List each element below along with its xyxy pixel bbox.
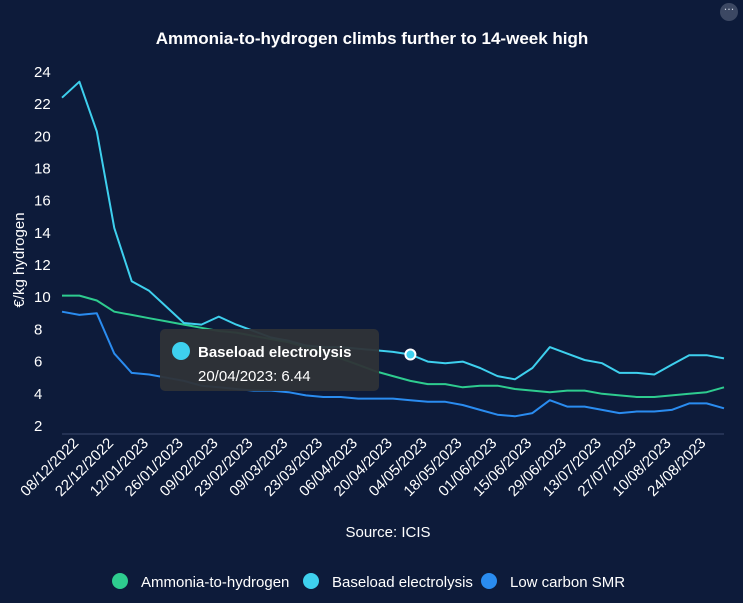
legend-marker[interactable]: [303, 573, 319, 589]
series-line: [62, 294, 725, 398]
legend-item-label[interactable]: Baseload electrolysis: [332, 574, 473, 591]
tooltip-box: [160, 329, 379, 391]
legend-marker[interactable]: [112, 573, 128, 589]
series-line: [61, 80, 725, 381]
y-tick-label: 4: [34, 386, 42, 403]
y-tick-label: 18: [34, 161, 51, 178]
y-tick-label: 24: [34, 64, 51, 81]
chart-title: Ammonia-to-hydrogen climbs further to 14…: [156, 29, 589, 48]
hovered-point[interactable]: [404, 348, 417, 361]
tooltip-series-name: Baseload electrolysis: [198, 344, 351, 361]
source-label: Source: ICIS: [345, 524, 430, 541]
y-tick-label: 20: [34, 128, 51, 145]
tooltip-value: 20/04/2023: 6.44: [198, 368, 311, 385]
legend-marker[interactable]: [481, 573, 497, 589]
y-tick-label: 2: [34, 418, 42, 435]
legend-item-label[interactable]: Ammonia-to-hydrogen: [141, 574, 289, 591]
y-tick-label: 6: [34, 354, 42, 371]
y-tick-label: 10: [34, 289, 51, 306]
tooltip: Baseload electrolysis 20/04/2023: 6.44: [160, 329, 417, 391]
tooltip-marker: [172, 342, 190, 360]
legend-item-label[interactable]: Low carbon SMR: [510, 574, 625, 591]
y-tick-label: 22: [34, 96, 51, 113]
y-tick-label: 12: [34, 257, 51, 274]
legend: Ammonia-to-hydrogen Baseload electrolysis…: [112, 573, 625, 591]
y-axis-label: €/kg hydrogen: [11, 212, 28, 307]
more-options-icon[interactable]: ···: [720, 3, 738, 21]
y-tick-label: 16: [34, 193, 51, 210]
x-axis-ticks: 08/12/202222/12/202212/01/202326/01/2023…: [17, 435, 709, 500]
y-tick-label: 8: [34, 321, 42, 338]
y-tick-label: 14: [34, 225, 51, 242]
